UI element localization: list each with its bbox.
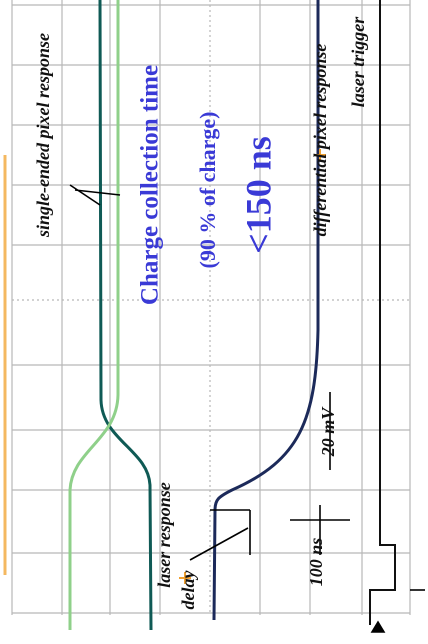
label-fraction: (90 % of charge) xyxy=(195,111,220,268)
label-charge-time: Charge collection time xyxy=(137,65,164,305)
label-differential: differential pixel response xyxy=(310,44,330,237)
label-single-ended: single-ended pixel response xyxy=(33,33,53,238)
label-voltage-scale: 20 mV xyxy=(318,406,338,458)
label-laser-trigger: laser trigger xyxy=(348,16,368,107)
label-laser-response: laser response xyxy=(154,482,174,588)
label-delay: delay xyxy=(178,570,198,610)
label-time-scale: 100 ns xyxy=(306,538,326,587)
oscilloscope-figure: single-ended pixel response Charge colle… xyxy=(0,0,428,644)
label-time-value: <150 ns xyxy=(238,136,278,254)
